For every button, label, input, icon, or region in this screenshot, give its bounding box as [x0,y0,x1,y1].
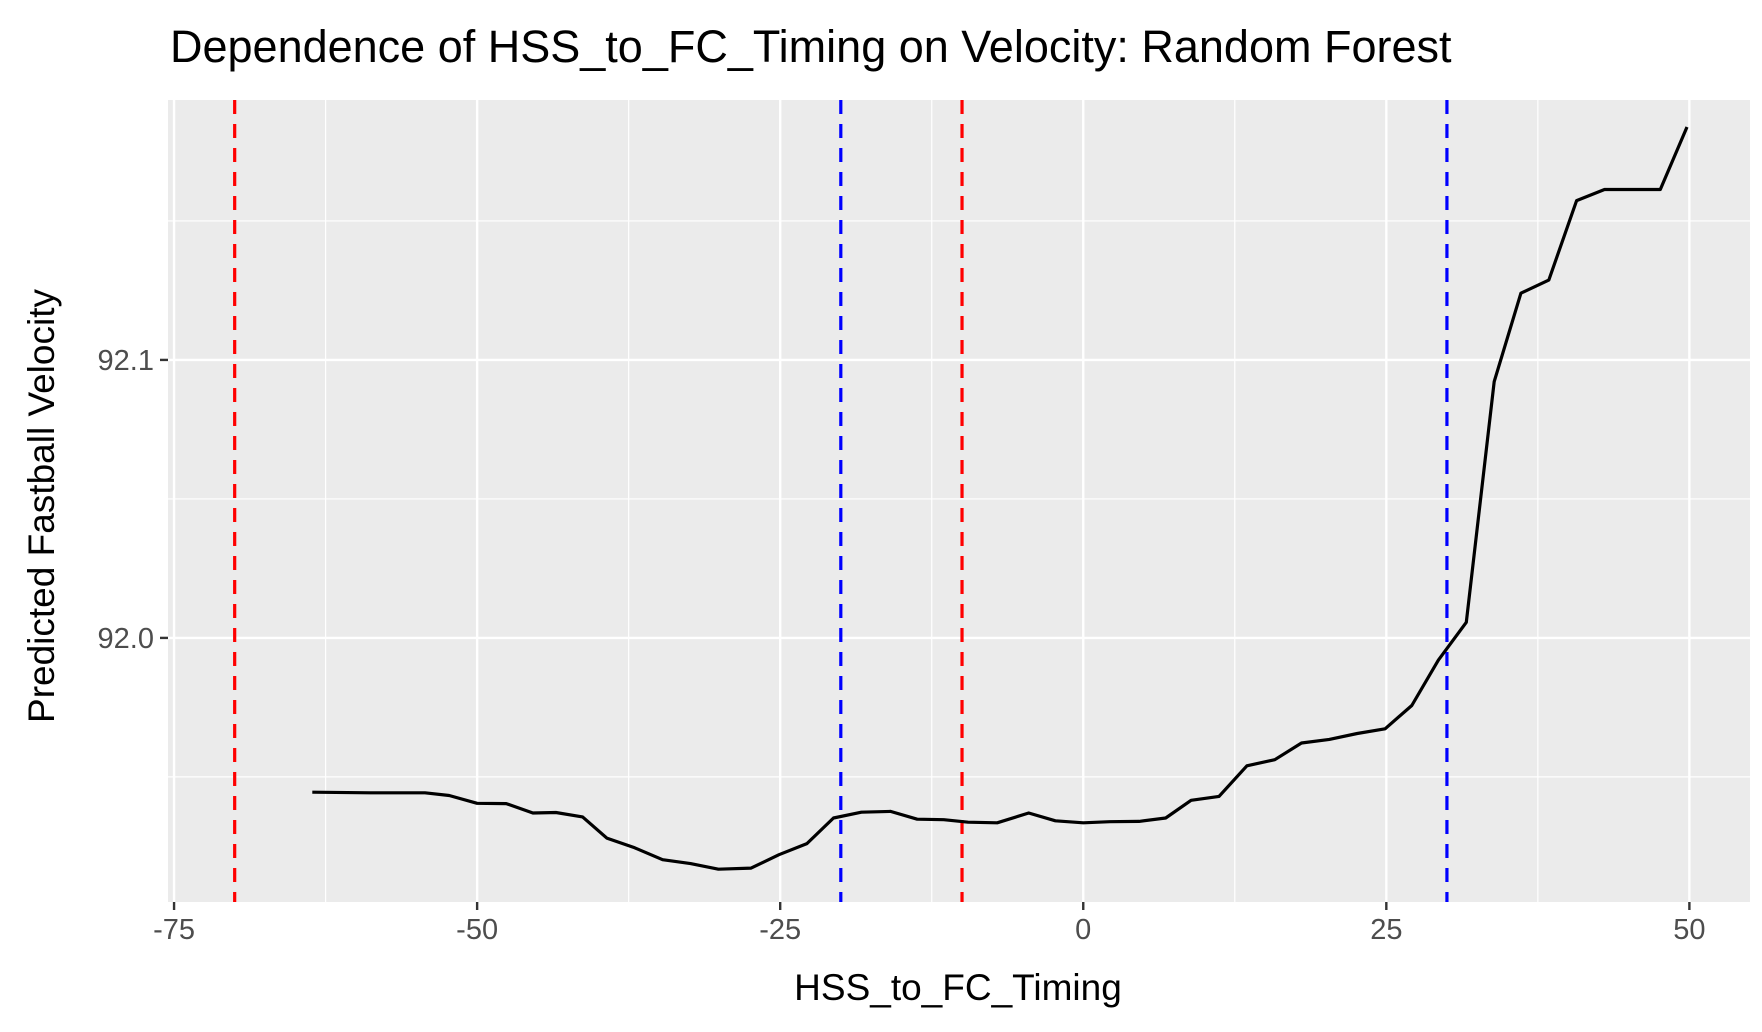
x-tick-label: -50 [456,914,498,946]
chart-title: Dependence of HSS_to_FC_Timing on Veloci… [170,21,1452,72]
x-tick-label: -75 [153,914,195,946]
axis-ticks [160,358,1691,910]
x-tick-label: 25 [1370,914,1402,946]
minor-gridlines [168,100,1750,902]
x-tick-label: -25 [759,914,801,946]
major-gridlines [168,100,1750,902]
tick-labels: -75 -50 -25 0 25 50 92.0 92.1 [98,345,1706,946]
reference-lines [233,100,1449,902]
x-tick-label: 50 [1673,914,1705,946]
series-line [312,126,1689,871]
y-tick-label: 92.0 [98,623,154,655]
x-tick-label: 0 [1075,914,1091,946]
series-layer [312,126,1689,871]
plot-panel [168,100,1750,902]
y-tick-label: 92.1 [98,345,154,377]
y-axis-title: Predicted Fastball Velocity [21,289,62,723]
x-axis-title: HSS_to_FC_Timing [794,967,1122,1008]
